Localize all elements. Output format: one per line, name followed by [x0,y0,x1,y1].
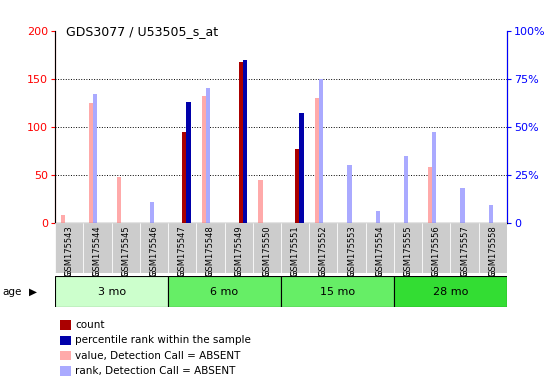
Bar [460,188,464,223]
Bar [168,276,281,307]
Bar [239,63,243,223]
Text: percentile rank within the sample: percentile rank within the sample [75,336,251,346]
Bar [224,223,253,273]
Bar [432,132,436,223]
Text: 3 mo: 3 mo [98,287,126,297]
Bar [93,94,98,223]
Bar [309,223,337,273]
Text: GSM175553: GSM175553 [347,225,356,276]
Bar [55,276,168,307]
Bar [243,60,247,223]
Bar [60,336,71,345]
Text: GSM175546: GSM175546 [149,225,159,276]
Text: GSM175551: GSM175551 [290,225,300,276]
Bar [60,366,71,376]
Bar [281,223,309,273]
Text: GSM175548: GSM175548 [206,225,215,276]
Bar [337,223,366,273]
Text: GSM175555: GSM175555 [403,225,413,276]
Text: GSM175550: GSM175550 [262,225,272,276]
Bar [206,88,210,223]
Text: 6 mo: 6 mo [210,287,239,297]
Bar [319,79,323,223]
Text: count: count [75,320,105,330]
Text: GSM175543: GSM175543 [64,225,74,276]
Text: GSM175558: GSM175558 [488,225,498,276]
Bar [202,96,206,223]
Text: rank, Detection Call = ABSENT: rank, Detection Call = ABSENT [75,366,236,376]
Text: GSM175554: GSM175554 [375,225,385,276]
Bar [60,351,71,361]
Text: ▶: ▶ [29,287,37,297]
Bar [258,180,263,223]
Bar [422,223,450,273]
Bar [253,223,281,273]
Bar [394,223,422,273]
Text: GSM175557: GSM175557 [460,225,469,276]
Text: GSM175545: GSM175545 [121,225,130,276]
Text: GSM175544: GSM175544 [93,225,102,276]
Text: GSM175556: GSM175556 [432,225,441,276]
Bar [479,223,507,273]
Text: age: age [3,287,22,297]
Text: GSM175547: GSM175547 [177,225,187,276]
Text: 15 mo: 15 mo [320,287,355,297]
Text: GSM175552: GSM175552 [319,225,328,276]
Bar [182,131,186,223]
Bar [428,167,432,223]
Text: 28 mo: 28 mo [433,287,468,297]
Bar [60,320,71,330]
Text: GSM175549: GSM175549 [234,225,243,276]
Bar [404,156,408,223]
Bar [61,215,65,223]
Bar [55,223,83,273]
Bar [281,276,394,307]
Bar [89,103,93,223]
Bar [83,223,111,273]
Bar [196,223,224,273]
Bar [186,102,191,223]
Bar [299,113,304,223]
Bar [295,149,299,223]
Bar [111,223,140,273]
Bar [366,223,394,273]
Text: GDS3077 / U53505_s_at: GDS3077 / U53505_s_at [66,25,218,38]
Bar [394,276,507,307]
Bar [140,223,168,273]
Bar [150,202,154,223]
Bar [117,177,121,223]
Bar [489,205,493,223]
Bar [168,223,196,273]
Bar [376,211,380,223]
Text: value, Detection Call = ABSENT: value, Detection Call = ABSENT [75,351,241,361]
Bar [315,98,319,223]
Bar [450,223,479,273]
Bar [347,165,352,223]
